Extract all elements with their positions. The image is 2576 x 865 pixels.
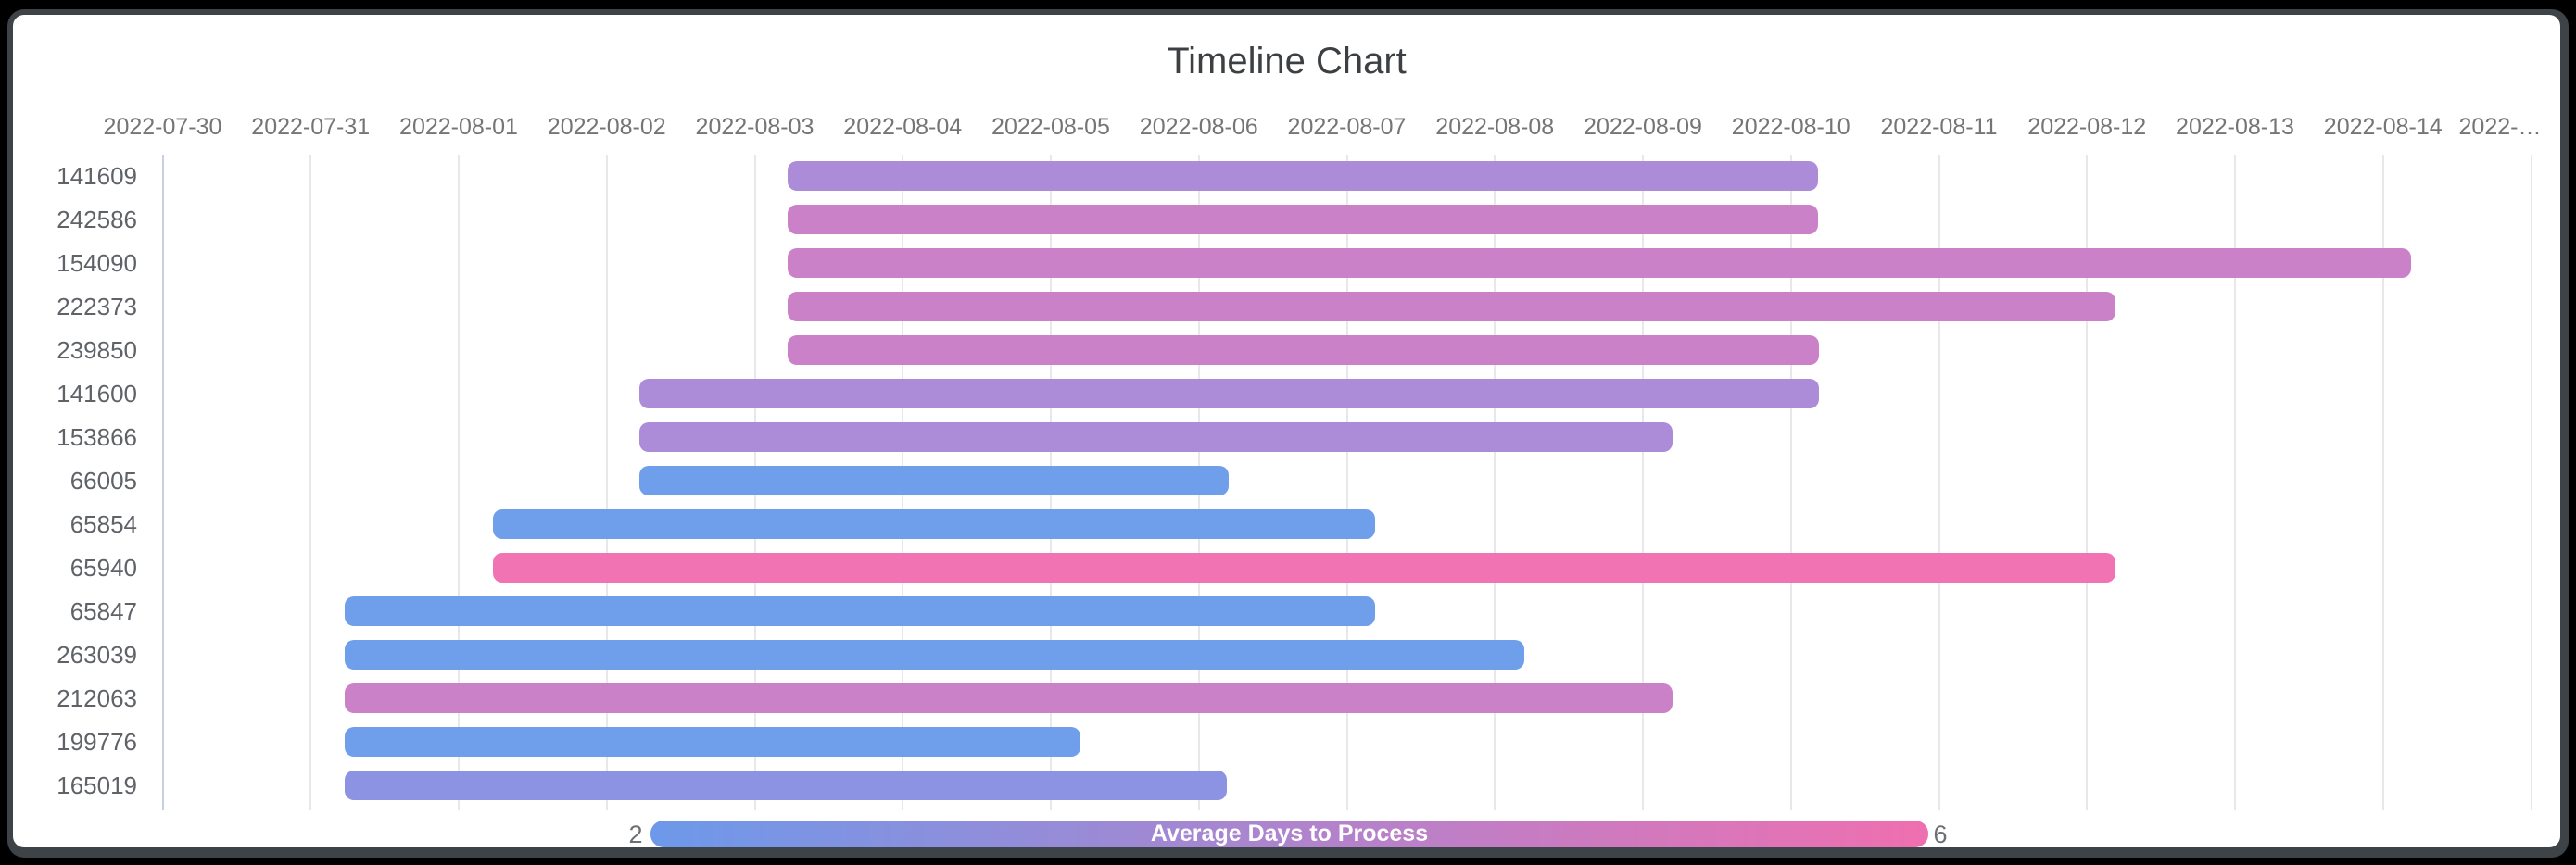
timeline-bar[interactable] bbox=[787, 161, 1818, 191]
timeline-bar[interactable] bbox=[638, 379, 1820, 408]
row-label: 222373 bbox=[57, 293, 137, 320]
gridline bbox=[458, 155, 460, 810]
row-label: 65854 bbox=[69, 510, 137, 538]
x-axis-tick-label: 2022-08-03 bbox=[695, 114, 814, 140]
x-axis-tick-label: 2022-08-11 bbox=[1880, 114, 1998, 140]
gridline bbox=[1642, 155, 1644, 810]
row-label: 239850 bbox=[57, 336, 137, 364]
row-label: 165019 bbox=[57, 771, 137, 799]
gridline bbox=[1494, 155, 1496, 810]
timeline-bar[interactable] bbox=[492, 509, 1375, 539]
timeline-bar[interactable] bbox=[492, 553, 2115, 583]
legend-min-label: 2 bbox=[628, 821, 643, 848]
gridline bbox=[605, 155, 608, 810]
timeline-bar[interactable] bbox=[344, 640, 1525, 670]
x-axis-tick-label: 2022-… bbox=[2458, 114, 2542, 140]
x-axis-tick-label: 2022-08-05 bbox=[991, 114, 1110, 140]
row-label: 65940 bbox=[69, 554, 137, 582]
timeline-bar[interactable] bbox=[344, 596, 1375, 626]
window-frame: Timeline Chart 2022-07-30 2022-07-31 2022-… bbox=[7, 9, 2569, 858]
timeline-bar[interactable] bbox=[344, 683, 1673, 713]
chart-title: Timeline Chart bbox=[1167, 41, 1407, 81]
timeline-bar[interactable] bbox=[344, 771, 1228, 800]
x-axis-tick-label: 2022-08-06 bbox=[1139, 114, 1258, 140]
timeline-bar[interactable] bbox=[787, 248, 2412, 278]
gridline bbox=[2381, 155, 2384, 810]
row-label: 153866 bbox=[57, 423, 137, 451]
x-axis-tick-label: 2022-08-09 bbox=[1584, 114, 1702, 140]
legend-max-label: 6 bbox=[1933, 821, 1948, 848]
x-axis-tick-label: 2022-08-12 bbox=[2027, 114, 2147, 140]
x-axis-tick-label: 2022-07-31 bbox=[251, 114, 371, 140]
gridline bbox=[2086, 155, 2089, 810]
timeline-bar[interactable] bbox=[787, 292, 2115, 321]
row-label: 263039 bbox=[57, 641, 137, 669]
x-axis-tick-label: 2022-08-02 bbox=[547, 114, 666, 140]
timeline-bar[interactable] bbox=[344, 727, 1080, 757]
gridline bbox=[2234, 155, 2236, 810]
chart-card: Timeline Chart 2022-07-30 2022-07-31 2022-… bbox=[13, 15, 2560, 847]
timeline-bar[interactable] bbox=[638, 466, 1229, 495]
row-label: 154090 bbox=[57, 249, 137, 277]
x-axis-tick-label: 2022-08-08 bbox=[1435, 114, 1555, 140]
timeline-bar[interactable] bbox=[638, 422, 1673, 452]
legend-title: Average Days to Process bbox=[1150, 821, 1429, 846]
x-axis-tick-label: 2022-08-10 bbox=[1731, 114, 1850, 140]
row-label: 141609 bbox=[57, 162, 137, 190]
gridline bbox=[1789, 155, 1792, 810]
x-axis-tick-label: 2022-08-04 bbox=[843, 114, 963, 140]
timeline-bar[interactable] bbox=[787, 205, 1818, 234]
row-label: 212063 bbox=[57, 684, 137, 712]
gridline bbox=[1938, 155, 1940, 810]
legend-gradient-bar: Average Days to Process bbox=[650, 821, 1928, 847]
row-label: 199776 bbox=[57, 728, 137, 756]
x-axis-tick-label: 2022-08-07 bbox=[1287, 114, 1407, 140]
x-axis-tick-label: 2022-08-01 bbox=[399, 114, 518, 140]
row-label: 66005 bbox=[69, 467, 137, 495]
gridline bbox=[309, 155, 312, 810]
x-axis-tick-label: 2022-08-14 bbox=[2323, 114, 2443, 140]
row-label: 141600 bbox=[57, 380, 137, 407]
gridline bbox=[161, 155, 164, 810]
x-axis-tick-label: 2022-08-13 bbox=[2176, 114, 2294, 140]
gridline bbox=[1345, 155, 1348, 810]
timeline-bar[interactable] bbox=[787, 335, 1820, 365]
row-label: 65847 bbox=[69, 597, 137, 625]
row-label: 242586 bbox=[57, 206, 137, 233]
gridline bbox=[2530, 155, 2532, 810]
x-axis-tick-label: 2022-07-30 bbox=[103, 114, 222, 140]
